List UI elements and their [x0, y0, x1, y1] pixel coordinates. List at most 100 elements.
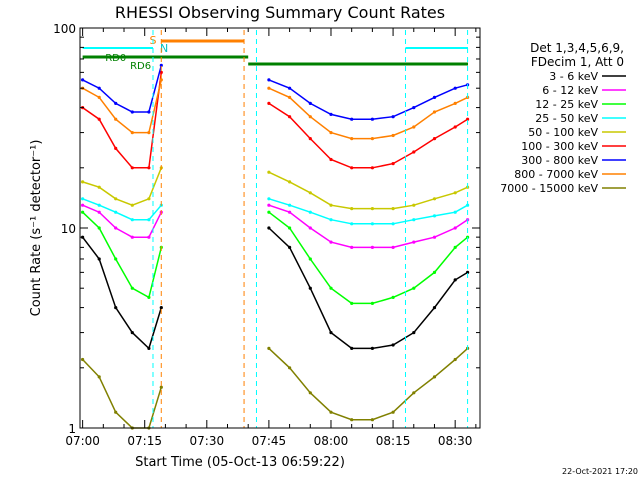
data-point	[453, 226, 457, 230]
data-point	[147, 110, 151, 114]
data-point	[466, 117, 470, 121]
data-point	[147, 197, 151, 201]
series-8	[81, 78, 470, 141]
series-9	[81, 346, 470, 430]
data-point	[329, 410, 333, 414]
data-point	[453, 278, 457, 282]
data-point	[412, 331, 416, 335]
data-point	[159, 306, 163, 310]
data-point	[147, 218, 151, 222]
series-line	[82, 358, 163, 429]
data-point	[288, 366, 292, 370]
data-point	[432, 137, 437, 141]
data-point	[391, 295, 395, 299]
legend-entry-label: 800 - 7000 keV	[514, 168, 598, 181]
data-point	[432, 110, 437, 114]
y-axis: 1 10 100	[53, 22, 480, 436]
data-point	[288, 180, 292, 184]
data-point	[453, 210, 457, 214]
series-line	[82, 72, 163, 169]
data-point	[412, 150, 416, 154]
data-point	[114, 117, 118, 121]
data-point	[370, 346, 374, 350]
data-point	[308, 115, 312, 119]
legend-header-line-2: FDecim 1, Att 0	[531, 55, 624, 69]
y-tick-label: 1	[68, 422, 76, 436]
data-point	[81, 357, 85, 362]
data-point	[370, 166, 374, 170]
data-point	[288, 210, 292, 214]
series-1	[81, 226, 470, 350]
legend-entry-label: 7000 - 15000 keV	[500, 182, 598, 195]
data-point	[81, 180, 85, 184]
data-point	[391, 222, 395, 226]
data-point	[329, 218, 333, 222]
data-point	[308, 226, 312, 230]
data-point	[350, 207, 354, 211]
data-point	[370, 137, 374, 141]
data-point	[288, 95, 292, 99]
data-point	[288, 245, 292, 249]
data-point	[114, 101, 118, 105]
x-tick-label: 08:30	[438, 434, 473, 448]
data-point	[350, 418, 354, 422]
data-point	[81, 78, 85, 82]
data-point	[370, 245, 374, 249]
series-6	[81, 70, 470, 170]
series-5	[81, 166, 470, 211]
data-point	[114, 410, 118, 414]
data-point	[412, 106, 416, 110]
data-point	[97, 257, 101, 261]
data-point	[350, 137, 354, 141]
data-point	[350, 245, 354, 249]
legend-header-line-1: Det 1,3,4,5,6,9,	[530, 41, 624, 55]
data-point	[130, 166, 134, 170]
data-point	[432, 270, 437, 274]
data-point	[267, 86, 271, 90]
data-point	[432, 235, 437, 239]
data-point	[147, 346, 151, 350]
data-point	[432, 214, 437, 218]
data-point	[114, 257, 118, 261]
data-point	[329, 203, 333, 207]
data-point	[329, 131, 333, 135]
timestamp: 22-Oct-2021 17:20	[562, 467, 638, 476]
data-point	[350, 301, 354, 305]
data-point	[350, 166, 354, 170]
x-tick-label: 07:30	[190, 434, 225, 448]
data-point	[130, 286, 134, 290]
data-point	[288, 203, 292, 207]
data-point	[267, 203, 271, 207]
data-point	[114, 306, 118, 310]
data-point	[453, 245, 457, 249]
data-point	[329, 112, 333, 116]
data-point	[97, 117, 101, 121]
data-point	[97, 86, 101, 90]
data-point	[267, 226, 271, 230]
flag-label-rd0: RD0	[105, 53, 126, 64]
data-point	[453, 125, 457, 129]
data-point	[391, 115, 395, 119]
data-point	[147, 166, 151, 170]
data-point	[159, 63, 163, 67]
data-point	[130, 110, 134, 114]
data-point	[453, 86, 457, 90]
data-point	[308, 191, 312, 195]
legend-entry-label: 3 - 6 keV	[549, 70, 598, 83]
data-point	[453, 357, 457, 362]
data-point	[453, 101, 457, 105]
data-point	[453, 191, 457, 195]
data-point	[267, 210, 271, 214]
y-tick-label: 100	[53, 22, 76, 36]
data-point	[391, 245, 395, 249]
data-point	[114, 226, 118, 230]
data-point	[308, 137, 312, 141]
data-point	[432, 197, 437, 201]
data-point	[159, 70, 163, 74]
series-line	[82, 211, 163, 299]
data-point	[370, 117, 374, 121]
data-point	[308, 286, 312, 290]
data-point	[267, 170, 271, 174]
data-point	[130, 218, 134, 222]
